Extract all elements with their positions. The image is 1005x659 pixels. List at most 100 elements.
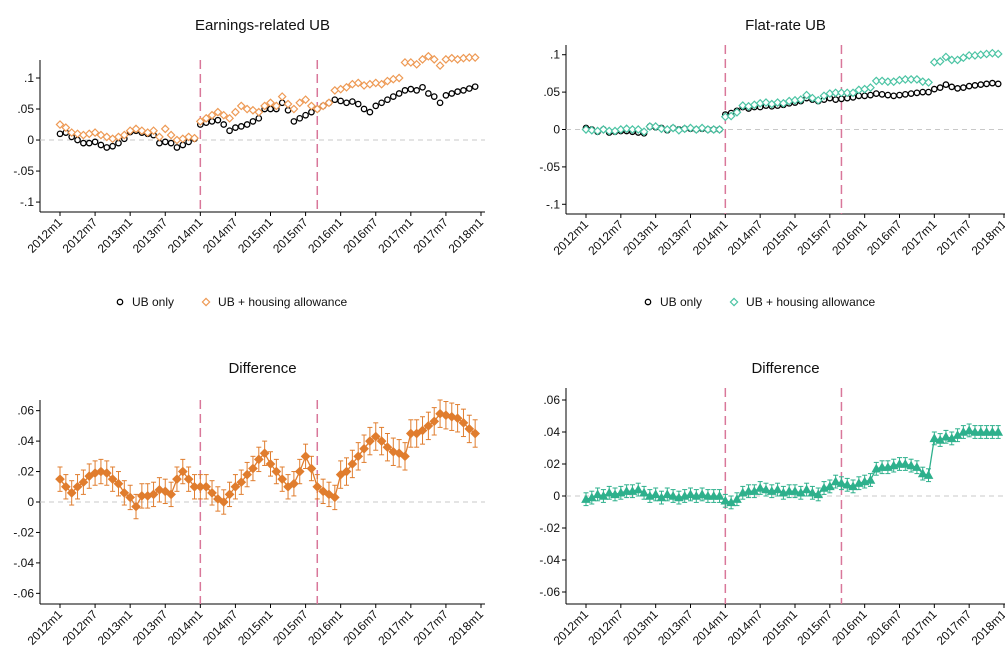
marker (878, 91, 886, 98)
marker (224, 489, 235, 500)
marker (965, 82, 973, 90)
marker (912, 462, 922, 471)
marker (604, 487, 615, 497)
marker (842, 479, 853, 489)
marker (91, 138, 99, 146)
x-tick-label: 2018m1 (446, 215, 487, 256)
marker (813, 489, 824, 499)
marker (900, 458, 911, 468)
marker (107, 474, 118, 485)
marker (324, 489, 334, 500)
marker (232, 124, 239, 131)
marker (877, 76, 887, 86)
marker (801, 484, 812, 494)
y-tick-label: .1 (550, 48, 560, 62)
marker (755, 482, 766, 492)
marker (947, 55, 957, 65)
marker (353, 78, 363, 88)
marker (813, 95, 823, 105)
marker (295, 98, 305, 108)
marker (376, 436, 387, 446)
marker (983, 80, 990, 88)
marker (347, 459, 358, 469)
marker (248, 463, 258, 474)
marker (883, 77, 893, 87)
marker (378, 99, 385, 107)
marker (85, 139, 93, 147)
marker (668, 490, 678, 500)
marker (218, 497, 229, 507)
marker (448, 90, 456, 97)
marker (435, 61, 445, 71)
marker (732, 494, 742, 503)
marker (413, 87, 421, 94)
marker (993, 49, 1003, 59)
marker (894, 458, 905, 468)
marker (441, 54, 451, 64)
marker (923, 470, 934, 479)
marker (80, 139, 87, 147)
marker (987, 48, 997, 58)
marker (341, 466, 352, 477)
marker (418, 54, 427, 64)
marker (260, 101, 270, 111)
x-tick-label: 2012m7 (60, 215, 101, 256)
x-tick-label: 2012m7 (585, 217, 626, 258)
marker (394, 73, 404, 83)
marker (720, 495, 731, 505)
y-tick-label: 0 (27, 495, 34, 509)
marker (790, 486, 800, 495)
marker (401, 87, 409, 94)
marker (464, 424, 475, 434)
marker (119, 130, 129, 140)
y-tick-label: .06 (543, 393, 560, 407)
marker (248, 105, 258, 115)
marker (382, 442, 393, 453)
y-tick-label: -.02 (13, 525, 34, 539)
x-tick-label: 2017m7 (934, 217, 975, 258)
x-tick-label: 2014m1 (690, 217, 731, 258)
marker (621, 486, 632, 495)
y-tick-label: -.06 (13, 586, 34, 600)
marker (471, 83, 479, 91)
marker (918, 77, 928, 87)
panel-title: Flat-rate UB (745, 17, 826, 34)
marker (460, 87, 467, 94)
y-tick-label: .04 (17, 434, 34, 448)
marker (312, 481, 323, 492)
marker (981, 426, 992, 436)
marker (935, 57, 945, 66)
marker (195, 116, 205, 126)
marker (236, 101, 246, 111)
marker (709, 125, 719, 134)
marker (989, 79, 996, 87)
marker (354, 100, 362, 108)
x-tick-label: 2013m1 (95, 607, 136, 648)
marker (802, 90, 812, 100)
marker (66, 488, 77, 498)
x-tick-label: 2012m1 (551, 607, 592, 648)
marker (55, 474, 65, 485)
marker (708, 490, 719, 500)
marker (644, 298, 652, 306)
marker (277, 474, 288, 485)
marker (201, 297, 211, 307)
x-tick-label: 2013m7 (130, 607, 171, 648)
marker (917, 468, 928, 478)
marker (464, 53, 474, 62)
marker (324, 98, 334, 108)
marker (371, 78, 381, 88)
y-tick-label: .02 (543, 457, 560, 471)
panel: Difference-.06-.04-.020.02.04.062012m120… (13, 360, 486, 648)
marker (213, 494, 223, 504)
marker (330, 85, 340, 95)
x-tick-label: 2012m1 (551, 217, 592, 258)
marker (184, 132, 194, 142)
x-tick-label: 2014m7 (725, 607, 766, 648)
marker (650, 489, 661, 499)
marker (836, 88, 846, 98)
marker (56, 130, 64, 138)
marker (312, 104, 322, 114)
y-tick-label: -.04 (539, 553, 560, 567)
y-tick-label: 0 (27, 133, 34, 147)
